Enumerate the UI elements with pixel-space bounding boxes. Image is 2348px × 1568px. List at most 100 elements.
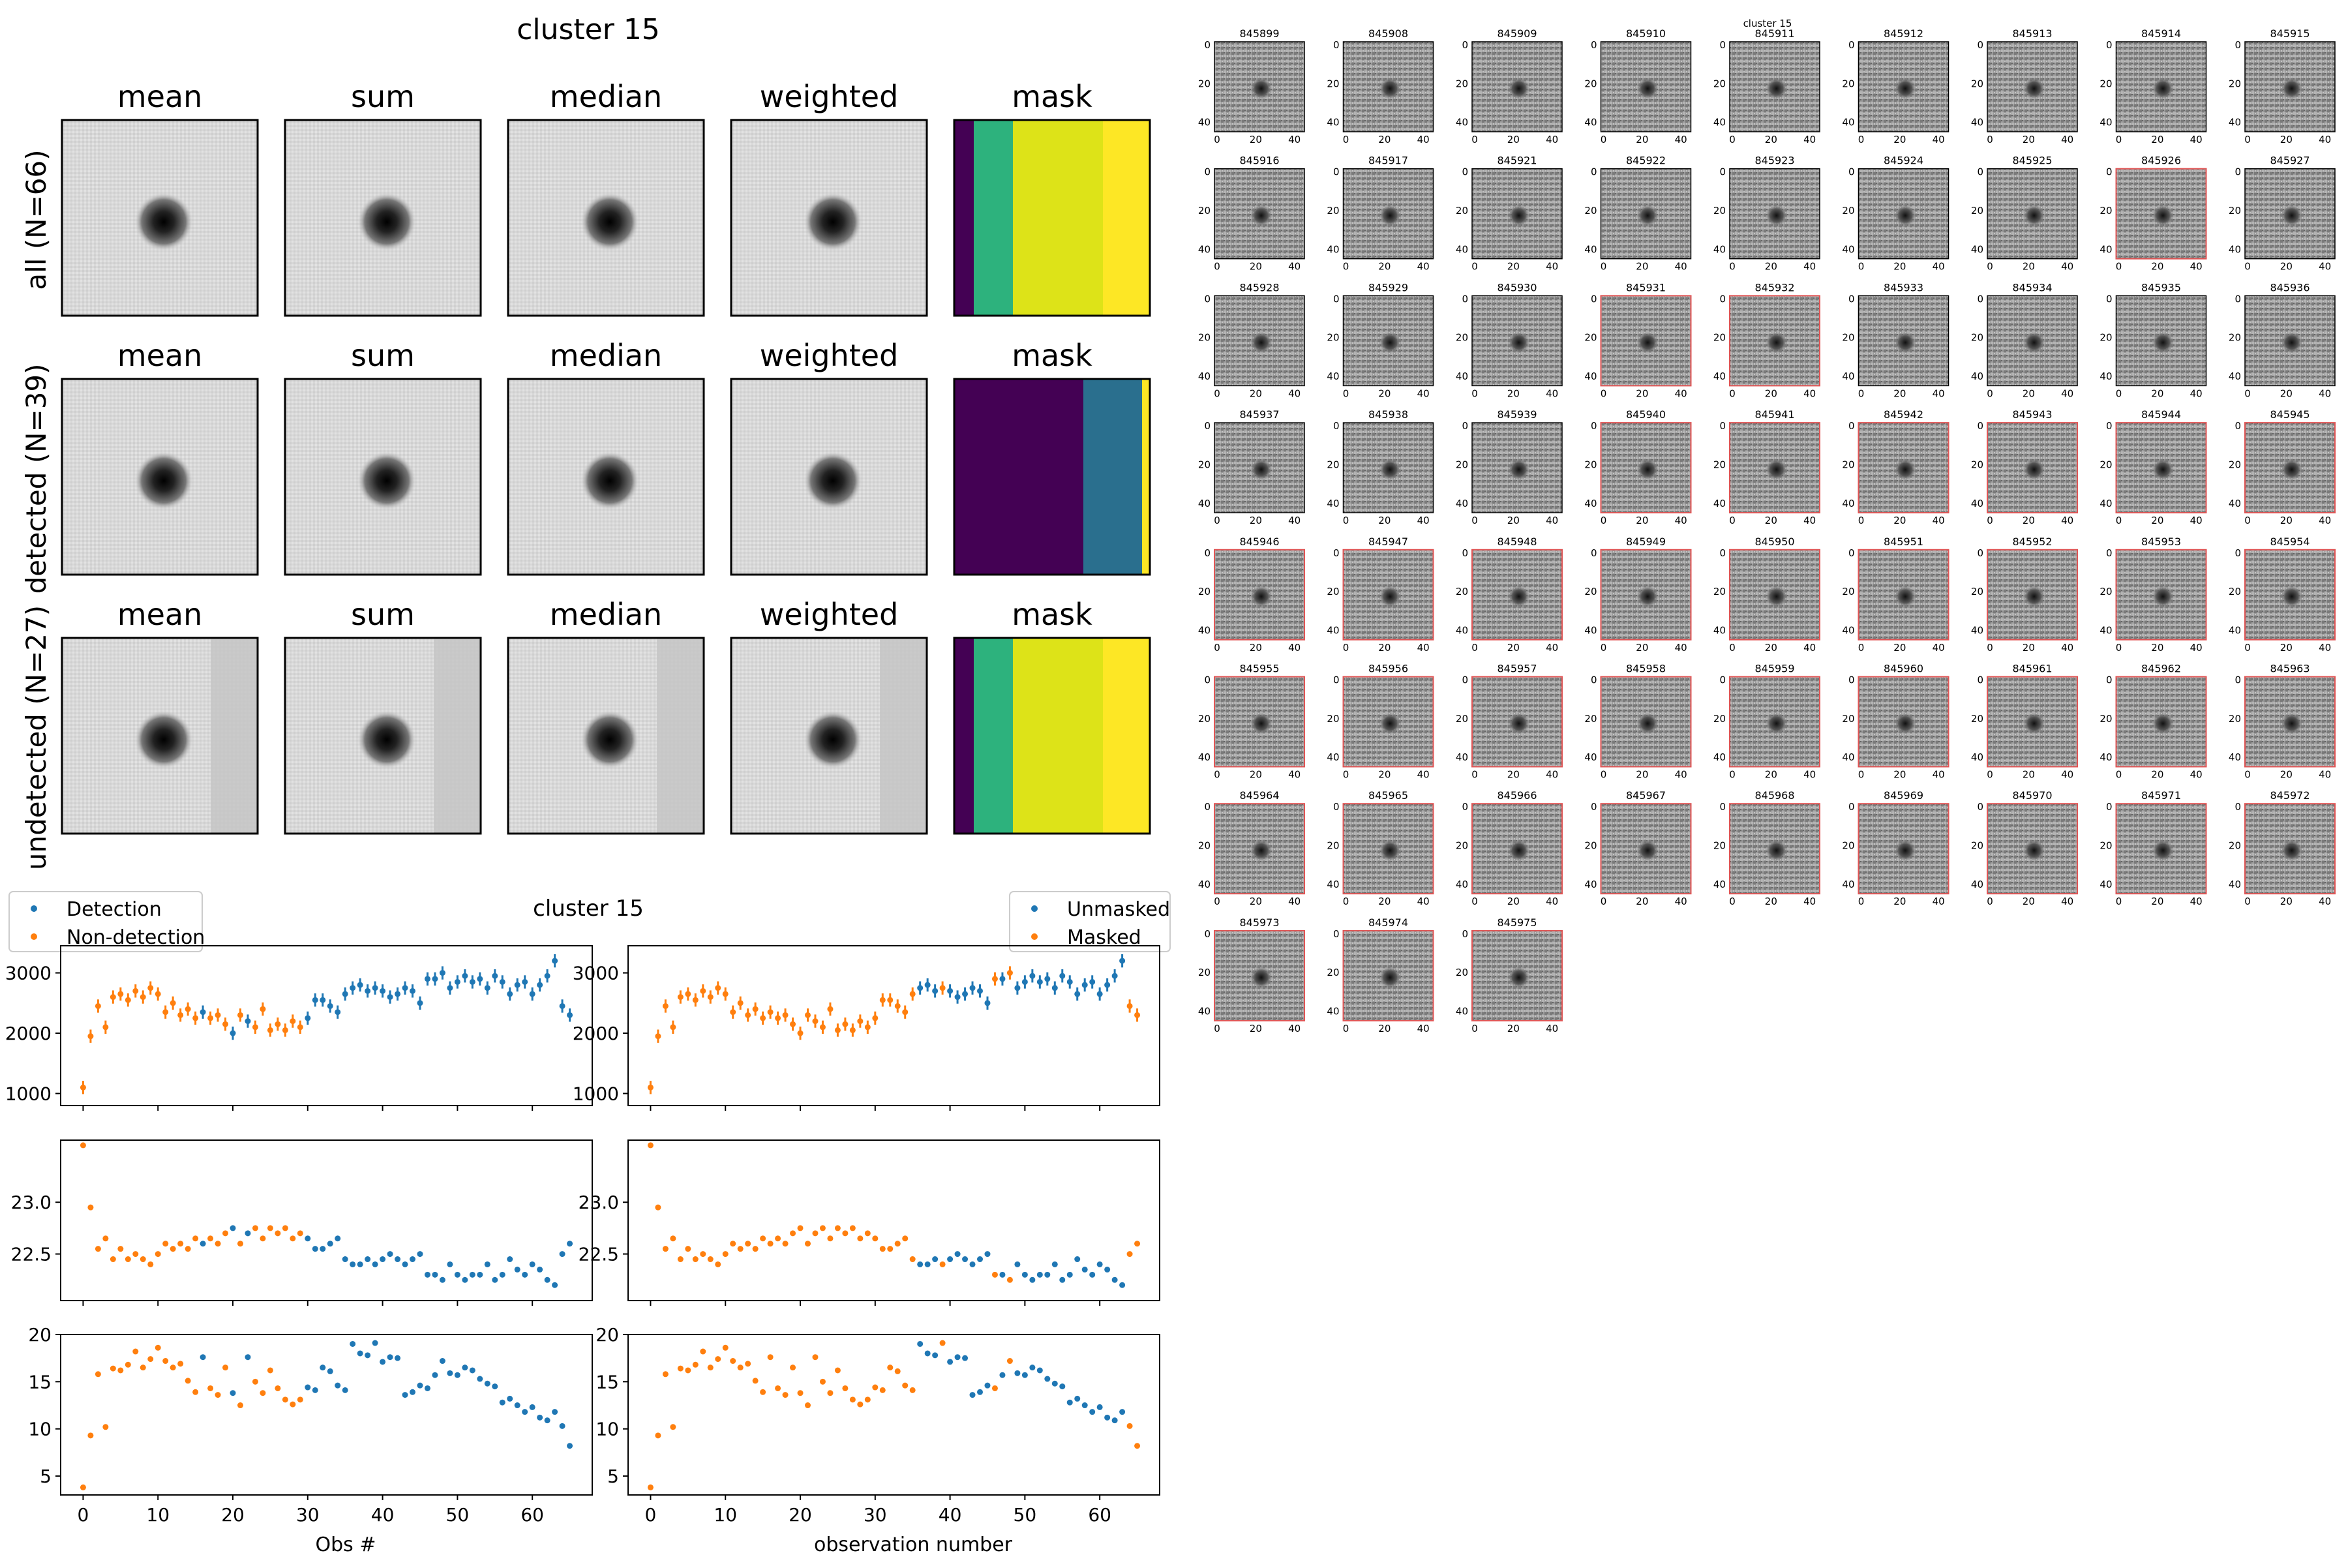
cutout-xtick: 40 [1417,769,1430,781]
cutout-ytick: 0 [1591,166,1597,178]
mag-point [207,1235,214,1242]
cutout-title: 845923 [1754,155,1794,167]
snr-point [647,1484,654,1490]
mask-frame [953,378,1151,576]
snr-point [95,1371,101,1378]
snr-point [984,1382,991,1389]
cutout-xtick: 40 [2061,896,2073,907]
snr-point [872,1384,879,1391]
ytick-label: 5 [40,1466,52,1487]
mag-point [395,1256,401,1263]
cutout-ytick: 0 [2106,293,2113,305]
mag-point [102,1235,109,1242]
cutout-xtick: 0 [1471,261,1478,273]
cutout-xtick: 40 [1803,769,1816,781]
cutout-xtick: 20 [2151,261,2163,273]
snr-point [947,1359,954,1365]
cutout-psf [1250,586,1272,608]
cutout-ytick: 0 [2235,39,2241,51]
mag-point [140,1256,146,1263]
flux-point [647,1084,654,1091]
cutout-xtick: 0 [1471,1023,1478,1034]
cutout-xtick: 20 [1250,642,1262,654]
cutout-ytick: 40 [1456,243,1468,255]
snr-point [879,1387,886,1393]
cutout-ytick: 0 [1462,928,1468,940]
snr-point [1081,1402,1088,1409]
flux-point [662,1003,669,1009]
cutout-title: 845925 [2012,155,2052,167]
mag-point [507,1256,513,1263]
cutout-xtick: 40 [1933,896,1945,907]
cutout-title: 845965 [1368,789,1408,802]
cutout-psf [1250,331,1272,354]
flux-point [1029,972,1036,979]
mag-point [977,1256,984,1263]
snr-point [237,1402,243,1409]
cutout-xtick: 0 [1601,769,1607,781]
cutout-xtick: 0 [1729,515,1736,526]
snr-point [132,1348,139,1355]
flux-point [1066,978,1073,985]
cutout-xtick: 40 [1803,515,1816,526]
cutout-ytick: 40 [1842,243,1854,255]
flux-point [730,1009,736,1016]
flux-point [80,1084,86,1091]
flux-point [962,991,969,997]
cutout-ytick: 40 [2100,117,2112,128]
xtick-label: 10 [146,1504,170,1526]
snr-point [737,1364,744,1371]
cutout-xtick: 20 [2280,642,2293,654]
cutout-psf [2281,586,2303,608]
cutout-xtick: 0 [1601,896,1607,907]
cutout-ytick: 0 [1719,39,1726,51]
cutout-ytick: 0 [1462,674,1468,686]
stack-image-frame [61,637,259,835]
flux-point [1036,978,1043,985]
legend-unmasked-label: Unmasked [1067,898,1170,921]
cutout-xtick: 40 [1288,515,1301,526]
flux-point [514,982,520,988]
cutout-xtick: 0 [1343,1023,1349,1034]
cutout-ytick: 40 [1456,624,1468,636]
cutout-ytick: 20 [1842,332,1854,344]
cutout-frame [1729,168,1820,260]
cutout-ytick: 0 [1462,166,1468,178]
cutout-frame [1858,676,1949,768]
flux-point [655,1033,661,1040]
mag-point [984,1251,991,1258]
cutout-frame [2115,549,2207,641]
cutout-frame [1214,929,1305,1021]
cutout-title: 845926 [2141,155,2181,167]
cutout-frame [1471,549,1563,641]
cutout-title: 845924 [1884,155,1923,167]
cutout-title: 845921 [1497,155,1537,167]
snr-point [80,1484,86,1490]
snr-point [207,1385,214,1391]
mag-point [790,1230,796,1237]
snr-point [849,1396,856,1403]
snr-point [1111,1417,1118,1424]
mag-point [469,1271,475,1278]
flux-point [424,976,430,982]
cutout-title: 845908 [1368,27,1408,40]
cutout-ytick: 20 [1971,78,1983,89]
cutout-title: 845973 [1239,916,1279,929]
mag-point [245,1230,251,1237]
cutout-ytick: 0 [1591,674,1597,686]
flux-point [140,994,146,1001]
mag-point [260,1235,266,1242]
mag-point [1111,1276,1118,1283]
xtick-label: 50 [446,1504,470,1526]
mag-axes-frame [60,1139,593,1301]
snr-point [492,1383,498,1390]
cutout-frame [1729,422,1820,514]
cutout-xtick: 40 [1288,642,1301,654]
cutout-xtick: 20 [2280,261,2293,273]
legend-unmasked-marker [1031,905,1038,912]
cutout-frame [2244,803,2336,895]
mask-band [1013,120,1103,316]
cutout-xtick: 40 [1803,134,1816,145]
ytick-label: 10 [595,1419,619,1440]
cutout-ytick: 40 [1713,751,1726,763]
